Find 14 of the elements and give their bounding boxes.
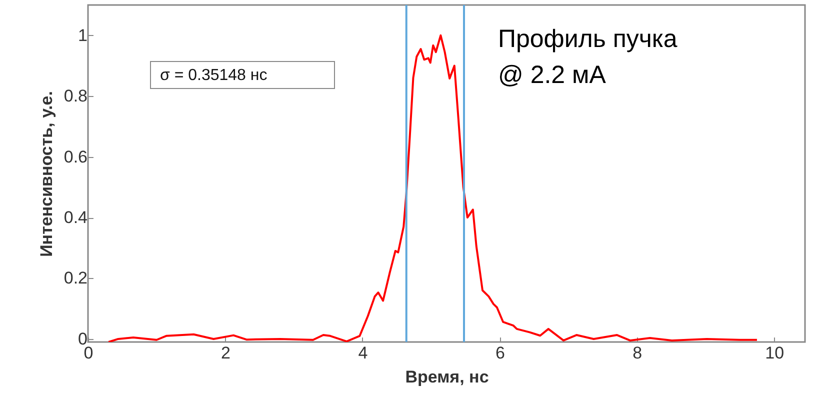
x-tick-label: 6: [495, 344, 505, 362]
annotation: σ = 0.35148 нс: [160, 67, 268, 84]
y-tick-label: 1: [78, 26, 88, 45]
y-tick-label: 0.6: [64, 147, 88, 166]
x-axis-title: Время, нс: [405, 368, 489, 386]
x-tick-label: 2: [220, 344, 230, 362]
y-tick-label: 0.2: [64, 268, 88, 288]
annotation: Профиль пучка @ 2.2 мА: [498, 25, 678, 89]
y-tick-label: 0.4: [64, 208, 88, 228]
y-axis-title: Интенсивность, у.е.: [36, 91, 56, 257]
x-tick-label: 4: [358, 344, 368, 362]
y-tick-label: 0.8: [64, 86, 88, 106]
x-tick-label: 8: [632, 344, 642, 362]
x-tick-label: 10: [765, 344, 784, 362]
